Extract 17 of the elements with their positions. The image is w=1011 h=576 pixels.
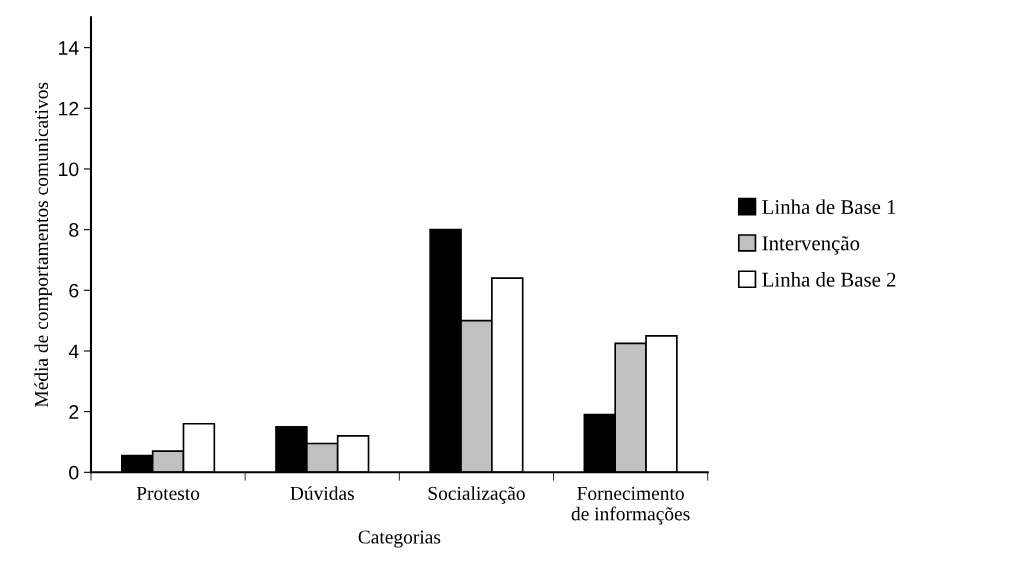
- x-tick-label: Dúvidas: [290, 486, 354, 500]
- legend-label: Linha de Base 1: [762, 199, 896, 215]
- x-tick-label: Protesto: [136, 486, 200, 500]
- y-axis-title: Média de comportamentos comunicativos: [34, 82, 52, 408]
- x-tick-label: Socialização: [428, 486, 525, 504]
- legend-label: Linha de Base 2: [762, 272, 896, 287]
- y-tick-label: 2: [69, 405, 79, 419]
- y-tick-label: 0: [69, 465, 79, 480]
- y-tick-label: 10: [59, 162, 79, 177]
- x-axis-title: Categorias: [358, 530, 441, 548]
- legend-label: Intervenção: [762, 236, 860, 255]
- y-tick-label: 6: [69, 283, 79, 298]
- y-tick-label: 4: [68, 344, 79, 359]
- y-tick-label: 8: [69, 223, 79, 237]
- y-tick-label: 12: [59, 101, 79, 116]
- x-tick-label: Fornecimento de informações: [571, 486, 690, 525]
- y-tick-label: 14: [59, 41, 79, 55]
